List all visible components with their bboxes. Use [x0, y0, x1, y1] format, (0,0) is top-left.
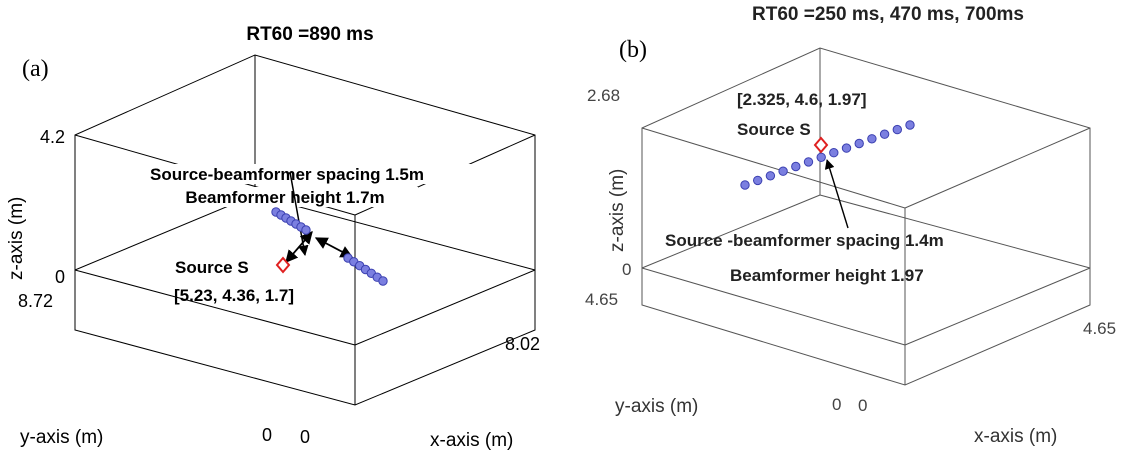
panel-a-x-axis-label: x-axis (m)	[430, 430, 513, 451]
panel-b-z-axis-label: z-axis (m)	[607, 169, 628, 252]
panel-a-y-axis-label: y-axis (m)	[20, 427, 103, 448]
panel-b-x-axis-label: x-axis (m)	[974, 426, 1057, 447]
panel-b-y-tick-bottom: 0	[832, 395, 841, 414]
panel-b-floor-edge	[641, 267, 906, 346]
panel-a-title: RT60 =890 ms	[246, 24, 373, 45]
panel-b-source-marker	[813, 136, 829, 154]
microphone	[803, 157, 814, 167]
microphone	[867, 134, 877, 144]
panel-b-source-coords: [2.325, 4.6, 1.97]	[737, 90, 866, 109]
panel-b-y-tick-top: 4.65	[585, 290, 618, 309]
microphone	[765, 171, 776, 181]
microphone	[829, 148, 839, 158]
panel-b-beamformer-array	[740, 120, 915, 190]
panel-a-x-tick-left: 0	[300, 427, 310, 447]
panel-a-annotation-spacing: Source-beamformer spacing 1.5m	[150, 165, 424, 184]
panel-b-x-tick-left: 0	[858, 396, 867, 415]
panel-a-floor-edge	[74, 269, 356, 346]
panel-b-annotation-spacing: Source -beamformer spacing 1.4m	[665, 231, 944, 250]
panel-a-spacing-arrow-1	[285, 231, 313, 263]
panel-b-floor-edge	[641, 194, 821, 269]
panel-a-source-marker	[275, 256, 291, 274]
panel-a-z-axis-label: z-axis (m)	[6, 197, 27, 280]
panel-a: RT60 =890 ms (a) 4.2 0 8.72 0 0 8.02 z-a…	[0, 0, 565, 456]
panel-b-tag: (b)	[619, 37, 647, 63]
microphone	[892, 124, 902, 135]
microphone	[879, 129, 890, 139]
microphone	[854, 138, 864, 149]
panel-a-floor-edge	[354, 269, 536, 346]
panel-b-z-tick-bottom: 0	[622, 260, 631, 279]
panel-a-annotation-height: Beamformer height 1.7m	[185, 188, 384, 207]
panel-b-z-tick-top: 2.68	[587, 86, 620, 105]
microphone	[791, 161, 801, 172]
microphone	[841, 143, 852, 153]
panel-b-box-edge	[904, 127, 1091, 209]
panel-b-box	[641, 47, 1091, 386]
panel-b-box-edge	[641, 127, 906, 209]
panel-a-source-coords: [5.23, 4.36, 1.7]	[174, 286, 294, 305]
panel-b-floor-edge	[904, 267, 1091, 346]
panel-a-tag: (a)	[22, 56, 49, 82]
panel-a-floor-edge	[74, 194, 256, 271]
panel-a-source-label: Source S	[175, 258, 249, 277]
panel-b-figure: RT60 =250 ms, 470 ms, 700ms (b) 2.68 0 4…	[585, 4, 1116, 447]
panel-b-spacing-arrow	[824, 159, 849, 229]
panel-a-floor-edge	[254, 194, 536, 271]
panel-a-annotation-bg	[148, 187, 418, 207]
microphone	[816, 152, 826, 163]
panel-b-floor-edge	[819, 194, 1091, 269]
panel-a-annotation-bg	[100, 164, 472, 184]
microphone	[905, 120, 915, 130]
panel-b: RT60 =250 ms, 470 ms, 700ms (b) 2.68 0 4…	[565, 0, 1131, 456]
panel-b-x-tick-right: 4.65	[1083, 319, 1116, 338]
panel-b-y-axis-label: y-axis (m)	[615, 396, 698, 417]
panel-a-y-tick-top: 8.72	[18, 291, 53, 311]
microphone	[778, 166, 788, 176]
panel-a-y-tick-bottom: 0	[262, 425, 272, 445]
microphone	[378, 276, 388, 286]
microphone	[753, 175, 763, 186]
panel-a-z-tick-bottom: 0	[55, 267, 65, 287]
panel-b-annotation-height: Beamformer height 1.97	[730, 266, 924, 285]
panel-a-z-tick-top: 4.2	[40, 127, 65, 147]
panel-b-source-label: Source S	[737, 120, 811, 139]
panel-a-x-tick-right: 8.02	[505, 334, 540, 354]
microphone	[301, 225, 311, 235]
panel-a-figure: RT60 =890 ms (a) 4.2 0 8.72 0 0 8.02 z-a…	[6, 24, 540, 451]
microphone	[740, 180, 750, 190]
panel-a-beamformer-array	[271, 207, 388, 286]
panel-b-title: RT60 =250 ms, 470 ms, 700ms	[752, 4, 1024, 25]
